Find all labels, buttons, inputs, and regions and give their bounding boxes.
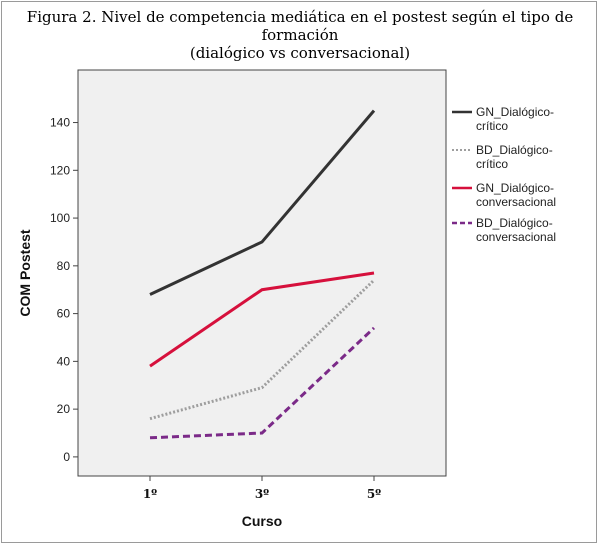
y-tick-label: 120 [50, 163, 70, 177]
y-tick-label: 100 [50, 211, 70, 225]
series-layer [149, 109, 376, 440]
x-axis: 1º 3º 5º [143, 476, 381, 501]
series-line-2 [149, 279, 376, 421]
plot-area [77, 69, 447, 477]
legend-label-1: GN_Dialógico- [476, 105, 554, 119]
legend-label-2: crítico [476, 157, 508, 171]
x-axis-label: Curso [242, 513, 282, 529]
chart-title: Figura 2. Nivel de competencia mediática… [0, 8, 600, 62]
legend-label-4: BD_Dialógico- [476, 216, 553, 230]
series-line-1 [149, 109, 376, 296]
y-tick-label: 60 [57, 307, 71, 321]
legend-label-3: GN_Dialógico- [476, 181, 554, 195]
y-tick-label: 40 [57, 354, 71, 368]
y-tick-label: 80 [57, 259, 71, 273]
legend-label-2: BD_Dialógico- [476, 143, 553, 157]
series-line-3 [149, 271, 375, 368]
y-axis-label: COM Postest [17, 229, 33, 316]
x-tick-label: 5º [367, 487, 381, 501]
y-tick-label: 20 [57, 402, 71, 416]
y-tick-label: 140 [50, 116, 70, 130]
legend: GN_Dialógico-críticoBD_Dialógico-crítico… [452, 105, 556, 244]
legend-label-1: crítico [476, 119, 508, 133]
series-line-4 [149, 326, 376, 440]
chart-title-line-1: Figura 2. Nivel de competencia mediática… [26, 8, 574, 44]
chart-title-line-2: (dialógico vs conversacional) [189, 44, 411, 62]
y-tick-label: 0 [63, 450, 70, 464]
x-tick-label: 3º [255, 487, 269, 501]
y-axis: 0 20 40 60 80 100 120 140 [50, 116, 78, 464]
x-tick-label: 1º [143, 487, 157, 501]
legend-label-3: conversacional [476, 195, 556, 209]
legend-label-4: conversacional [476, 230, 556, 244]
